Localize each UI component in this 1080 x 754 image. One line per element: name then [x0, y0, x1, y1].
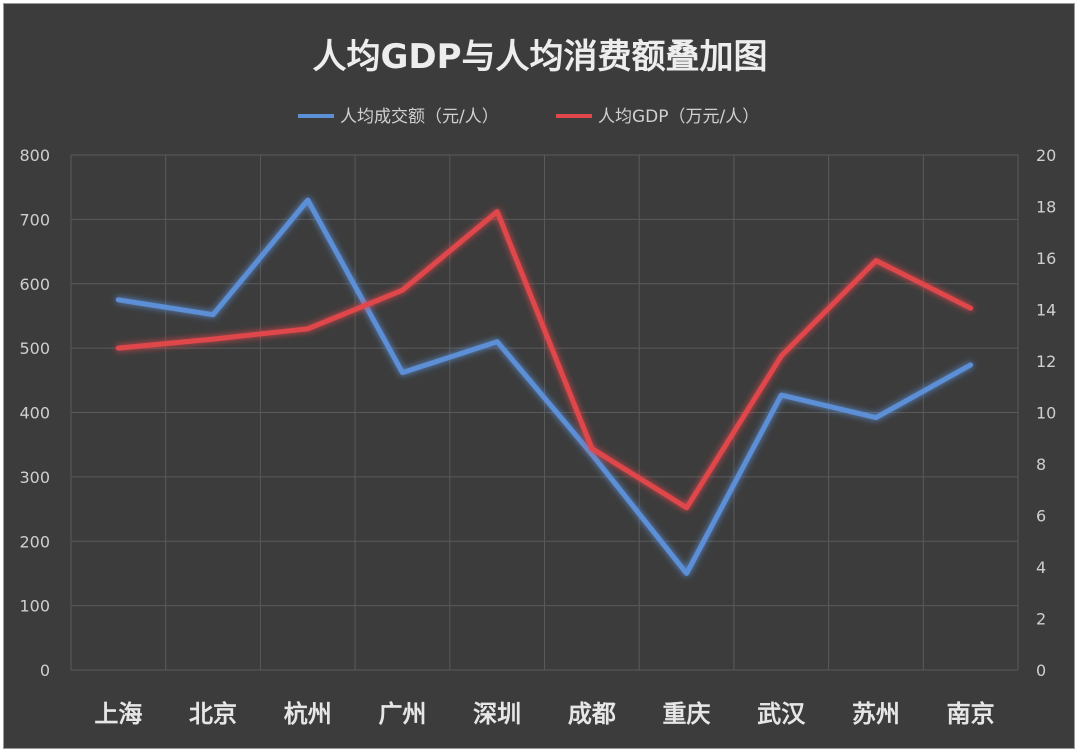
y-axis-right: 0 2 4 6 8 10 12 14 16 18 20: [1036, 146, 1056, 680]
series-lines: [115, 197, 974, 576]
x-tick-label: 苏州: [852, 700, 900, 728]
chart-frame: [3, 3, 1075, 749]
legend-label-consumption: 人均成交额（元/人）: [340, 107, 499, 127]
x-tick-label: 重庆: [663, 700, 711, 728]
x-axis: 上海 北京 杭州 广州 深圳 成都 重庆 武汉 苏州 南京: [94, 700, 994, 728]
y-right-tick-label: 10: [1036, 404, 1056, 423]
x-tick-label: 上海: [94, 700, 142, 728]
y-right-tick-label: 0: [1036, 661, 1046, 680]
y-left-tick-label: 600: [19, 275, 50, 294]
x-tick-label: 深圳: [473, 700, 521, 728]
x-tick-label: 广州: [378, 700, 426, 728]
legend-label-gdp: 人均GDP（万元/人）: [598, 107, 759, 127]
y-left-tick-label: 400: [19, 404, 50, 423]
y-left-tick-label: 200: [19, 532, 50, 551]
grid: [70, 154, 1019, 671]
legend: 人均成交额（元/人） 人均GDP（万元/人）: [298, 107, 759, 127]
y-right-tick-label: 8: [1036, 455, 1046, 474]
x-tick-label: 成都: [568, 700, 616, 728]
y-left-tick-label: 800: [19, 146, 50, 165]
series-line-gdp: [115, 209, 974, 511]
y-left-tick-label: 100: [19, 597, 50, 616]
x-tick-label: 武汉: [757, 700, 806, 728]
y-right-tick-label: 4: [1036, 558, 1046, 577]
x-tick-label: 南京: [947, 700, 995, 728]
y-right-tick-label: 12: [1036, 352, 1056, 371]
y-right-tick-label: 2: [1036, 610, 1046, 629]
y-left-tick-label: 500: [19, 339, 50, 358]
y-right-tick-label: 18: [1036, 198, 1056, 217]
y-axis-left: 0 100 200 300 400 500 600 700 800: [19, 146, 50, 680]
x-tick-label: 杭州: [284, 700, 332, 728]
y-right-tick-label: 20: [1036, 146, 1056, 165]
y-right-tick-label: 6: [1036, 507, 1046, 526]
y-right-tick-label: 16: [1036, 249, 1056, 268]
y-left-tick-label: 0: [40, 661, 50, 680]
y-left-tick-label: 700: [19, 210, 50, 229]
chart-title: 人均GDP与人均消费额叠加图: [312, 37, 767, 77]
y-right-tick-label: 14: [1036, 301, 1056, 320]
y-left-tick-label: 300: [19, 468, 50, 487]
series-line-consumption: [115, 197, 974, 576]
x-tick-label: 北京: [189, 700, 237, 728]
